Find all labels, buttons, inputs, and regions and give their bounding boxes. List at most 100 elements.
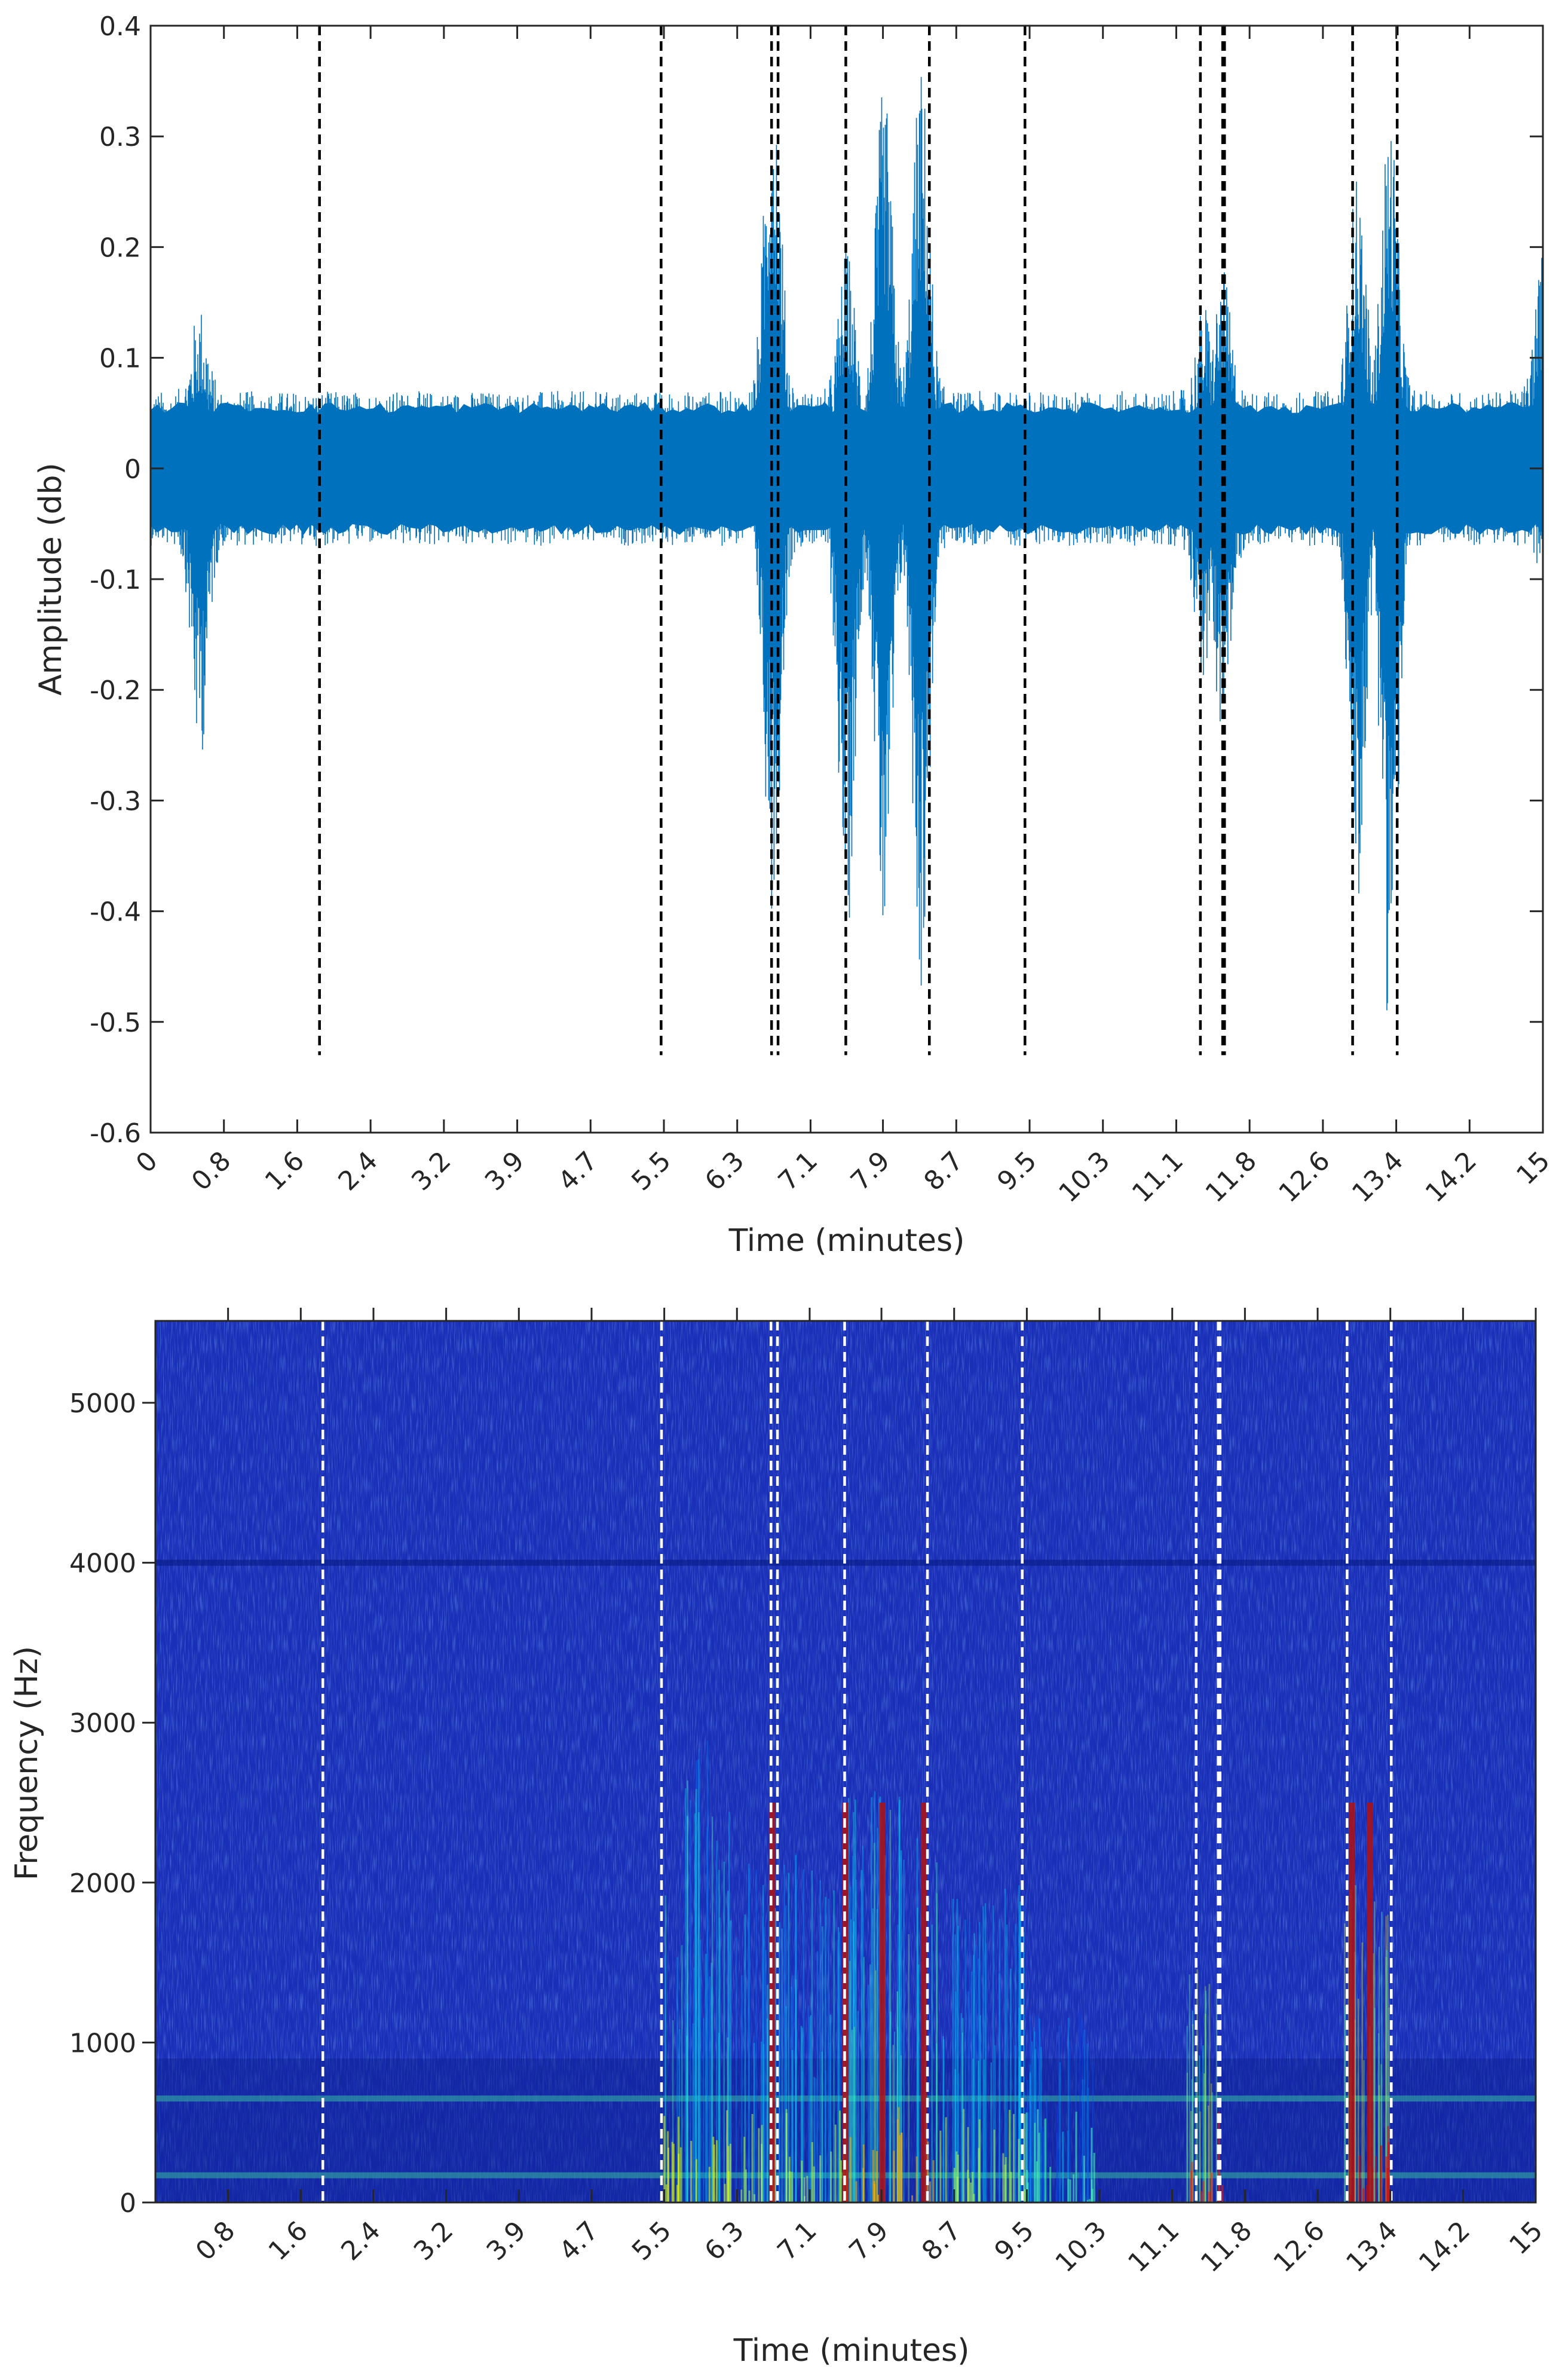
energy-streak bbox=[1361, 1942, 1363, 2202]
waveform-x-tick-label-12: 9.5 bbox=[991, 1146, 1043, 1197]
energy-streak-low bbox=[1091, 2179, 1093, 2202]
energy-streak bbox=[690, 1800, 691, 2202]
energy-streak-low bbox=[1362, 2188, 1365, 2202]
energy-streak bbox=[1018, 2008, 1020, 2202]
energy-streak-low bbox=[956, 2151, 958, 2202]
energy-streak bbox=[1036, 2015, 1038, 2202]
spectrogram-x-tick-label-2: 2.4 bbox=[335, 2216, 387, 2267]
energy-streak-low bbox=[855, 2181, 858, 2202]
energy-streak bbox=[957, 2073, 960, 2202]
energy-streak bbox=[664, 1895, 666, 2202]
energy-streak bbox=[1388, 2007, 1390, 2202]
energy-streak bbox=[1019, 1901, 1021, 2202]
energy-streak-low bbox=[696, 2159, 698, 2202]
energy-streak bbox=[763, 1927, 765, 2202]
energy-streak bbox=[874, 1843, 875, 2202]
energy-streak bbox=[990, 2062, 992, 2202]
energy-streak bbox=[697, 1759, 700, 2202]
energy-streak bbox=[898, 1797, 901, 2202]
energy-streak-low bbox=[953, 2168, 956, 2202]
energy-streak bbox=[748, 1868, 750, 2202]
waveform-x-tick-label-14: 11.1 bbox=[1126, 1146, 1189, 1209]
energy-streak bbox=[1083, 2029, 1086, 2202]
energy-streak-low bbox=[1025, 2112, 1028, 2202]
energy-region-4 bbox=[1025, 2011, 1095, 2202]
spectrogram-axes-box bbox=[154, 1320, 1537, 2204]
energy-streak bbox=[825, 1896, 826, 2202]
energy-streak bbox=[857, 2011, 859, 2202]
spectrogram-x-tick-label-4: 3.9 bbox=[481, 2216, 532, 2267]
energy-streak bbox=[829, 2014, 831, 2202]
energy-streak bbox=[783, 1865, 785, 2202]
energy-streak bbox=[693, 1967, 694, 2202]
energy-streak bbox=[853, 1921, 855, 2202]
spectrogram-y-tick-label-1: 1000 bbox=[69, 2028, 136, 2058]
energy-streak bbox=[994, 2045, 996, 2202]
energy-streak bbox=[698, 1749, 700, 2202]
energy-streak bbox=[1374, 2008, 1376, 2202]
energy-streak bbox=[803, 1869, 805, 2202]
waveform-x-tick-label-4: 3.2 bbox=[406, 1146, 457, 1197]
energy-streak bbox=[1355, 1885, 1356, 2202]
energy-streak bbox=[781, 1928, 783, 2202]
energy-streak bbox=[872, 1908, 874, 2202]
energy-streak-low bbox=[1024, 2113, 1025, 2202]
energy-streak-low bbox=[973, 2194, 975, 2202]
energy-streak bbox=[871, 1797, 872, 2202]
energy-streak-low bbox=[690, 2140, 693, 2202]
energy-streak bbox=[992, 1905, 994, 2202]
energy-streak bbox=[828, 1898, 829, 2202]
energy-streak bbox=[779, 2044, 780, 2202]
energy-streak bbox=[1087, 2088, 1089, 2202]
energy-streak-low bbox=[1069, 2179, 1071, 2202]
energy-streak bbox=[892, 2045, 894, 2202]
energy-streak bbox=[850, 1919, 852, 2202]
energy-streak bbox=[900, 2055, 902, 2202]
energy-streak-low bbox=[1067, 2179, 1070, 2202]
energy-streak-low bbox=[899, 2135, 901, 2202]
energy-streak bbox=[916, 1838, 918, 2202]
energy-streak bbox=[1069, 2041, 1071, 2202]
energy-streak bbox=[961, 2032, 963, 2202]
energy-streak bbox=[719, 1917, 721, 2202]
energy-streak bbox=[851, 2029, 853, 2202]
energy-streak-low bbox=[716, 2140, 718, 2202]
energy-streak bbox=[1186, 2072, 1189, 2202]
energy-streak bbox=[874, 1791, 876, 2202]
energy-streak bbox=[863, 1957, 865, 2202]
energy-streak bbox=[730, 1920, 732, 2202]
energy-streak bbox=[850, 1886, 852, 2202]
energy-streak bbox=[1087, 2057, 1089, 2202]
energy-streak bbox=[1018, 1885, 1020, 2202]
energy-streak-low bbox=[963, 2109, 965, 2202]
waveform-y-tick-label-0: -0.6 bbox=[90, 1118, 141, 1149]
energy-streak bbox=[718, 2033, 720, 2202]
energy-streak bbox=[1203, 2073, 1205, 2202]
energy-streak bbox=[833, 1890, 835, 2202]
energy-streak bbox=[801, 2071, 803, 2202]
energy-streak bbox=[765, 1950, 767, 2202]
energy-streak bbox=[1378, 2085, 1380, 2202]
energy-streak bbox=[1385, 1957, 1387, 2202]
energy-streak bbox=[1378, 1947, 1380, 2202]
energy-streak-low bbox=[1091, 2127, 1093, 2202]
energy-streak-low bbox=[1038, 2133, 1040, 2202]
energy-streak bbox=[766, 2018, 768, 2202]
energy-streak bbox=[877, 1828, 878, 2202]
energy-streak bbox=[918, 1964, 920, 2202]
energy-streak bbox=[855, 1799, 856, 2202]
energy-streak bbox=[1385, 1916, 1387, 2202]
energy-streak bbox=[792, 1975, 794, 2202]
energy-streak-low bbox=[671, 2142, 673, 2202]
energy-streak bbox=[694, 1813, 696, 2202]
energy-streak-low bbox=[774, 2108, 776, 2202]
energy-streak bbox=[1042, 2131, 1045, 2202]
energy-streak bbox=[698, 1812, 700, 2202]
spectrogram-x-tick-label-15: 12.6 bbox=[1267, 2216, 1330, 2278]
energy-streak bbox=[810, 2015, 811, 2202]
energy-streak-low bbox=[896, 2119, 899, 2202]
energy-streak-low bbox=[968, 2178, 970, 2202]
energy-streak bbox=[942, 2036, 944, 2202]
energy-streak bbox=[813, 2077, 816, 2202]
